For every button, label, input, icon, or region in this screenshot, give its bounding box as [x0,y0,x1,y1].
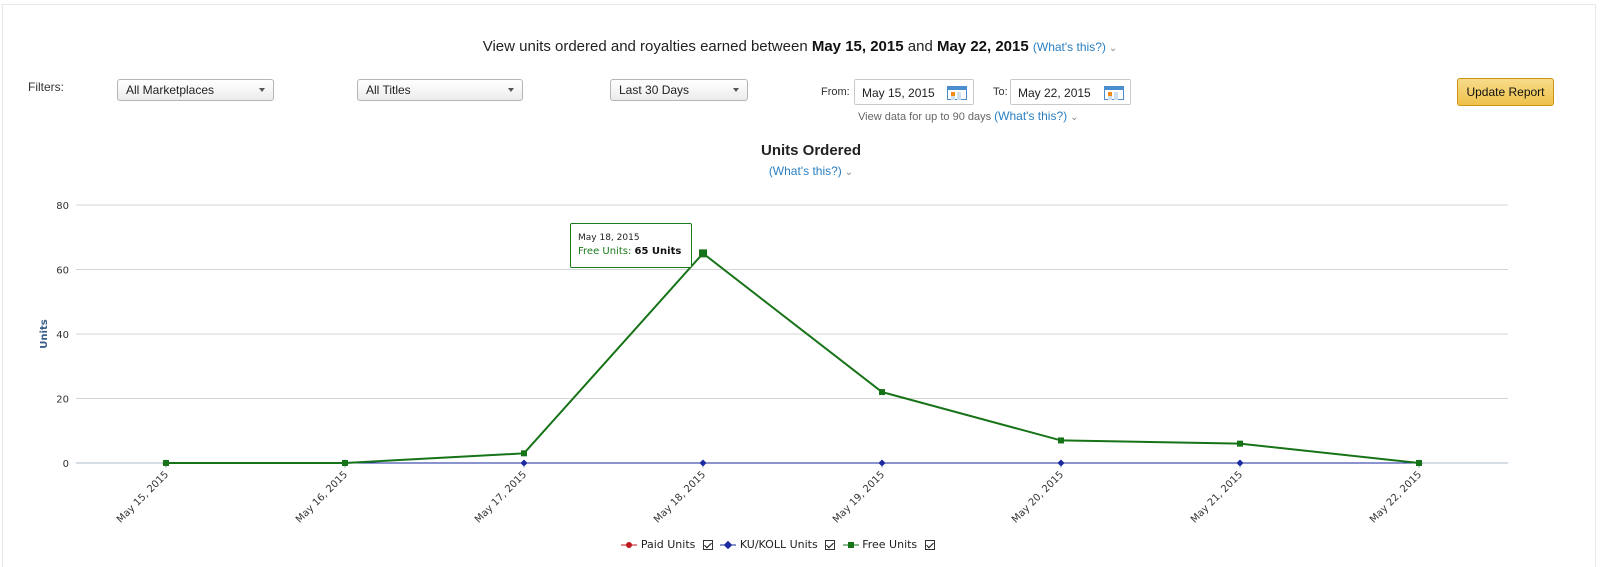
paid-units-checkbox[interactable] [702,539,713,550]
hint-whats-this-link[interactable]: (What's this?) [994,109,1068,123]
headline-text: View units ordered and royalties earned … [482,38,808,55]
data-point [520,459,528,467]
from-date-value: May 15, 2015 [862,86,935,100]
data-point [699,249,707,258]
headline-and: and [907,38,933,55]
x-tick-label: May 22, 2015 [1368,469,1424,525]
dropdown-arrow-icon [508,88,514,92]
date-range-select[interactable]: Last 30 Days [610,79,748,101]
tooltip-date: May 18, 2015 [578,233,640,243]
report-panel [2,4,1596,567]
chart-help: (What's this?) ⌄ [0,162,1600,180]
chart-whats-this-link[interactable]: (What's this?) [768,164,842,178]
from-date-input[interactable]: May 15, 2015 [854,79,974,105]
chart-title: Units Ordered [760,142,862,159]
x-tick-label: May 20, 2015 [1010,469,1066,525]
legend-item-free-units[interactable]: Free Units [842,537,935,551]
legend-line-free-icon [842,541,859,548]
y-tick-label: 0 [63,459,69,470]
tooltip-label: Free Units: [578,246,632,257]
filters-label: Filters: [28,80,64,94]
data-point [163,460,169,466]
data-point [699,459,707,467]
chart-legend: Paid Units KU/KOLL Units Free Units [0,537,1556,551]
legend-line-paid-icon [621,541,638,548]
titles-select[interactable]: All Titles [357,79,523,101]
update-report-button[interactable]: Update Report [1457,78,1554,106]
y-tick-label: 60 [56,266,69,277]
hint-text: View data for up to 90 days [858,111,992,123]
dropdown-arrow-icon [733,88,739,92]
data-point [879,389,885,396]
to-date-input[interactable]: May 22, 2015 [1010,79,1131,105]
data-point [1416,460,1422,466]
free-units-checkbox[interactable] [924,539,935,550]
chart-tooltip: May 18, 2015 Free Units: 65 Units [570,223,692,268]
date-range-hint: View data for up to 90 days (What's this… [858,109,1079,123]
data-point [1058,437,1064,444]
tooltip-value: 65 Units [634,246,682,257]
calendar-icon[interactable] [947,86,967,100]
x-tick-label: May 19, 2015 [831,469,887,525]
dropdown-arrow-icon [259,88,265,92]
date-range-select-value: Last 30 Days [619,83,690,97]
x-tick-label: May 17, 2015 [473,469,529,525]
headline-end-date: May 22, 2015 [936,38,1029,55]
legend-label-paid: Paid Units [640,537,696,551]
series-line-free-units [166,252,1420,464]
legend-label-free: Free Units [862,537,918,551]
y-tick-label: 80 [56,201,69,212]
legend-item-ku-koll-units[interactable]: KU/KOLL Units [720,537,836,551]
x-tick-label: May 18, 2015 [652,469,708,525]
data-point [878,459,886,467]
from-label: From: [821,86,850,98]
to-date-value: May 22, 2015 [1018,86,1091,100]
data-point [1236,459,1244,467]
legend-label-ku-koll: KU/KOLL Units [739,537,818,551]
marketplace-select-value: All Marketplaces [126,83,215,97]
ku-koll-units-checkbox[interactable] [825,539,836,550]
whats-this-link[interactable]: (What's this?) [1032,40,1106,54]
y-tick-label: 20 [56,395,69,406]
marketplace-select[interactable]: All Marketplaces [117,79,274,101]
data-point [521,450,527,457]
headline-start-date: May 15, 2015 [811,38,904,55]
x-tick-label: May 21, 2015 [1189,469,1245,525]
chevron-down-icon[interactable]: ⌄ [1108,43,1118,54]
y-tick-label: 40 [56,330,69,341]
tooltip-row: Free Units: 65 Units [578,246,691,257]
to-label: To: [993,86,1008,98]
report-headline: View units ordered and royalties earned … [0,38,1600,55]
y-axis-label: Units [39,319,50,348]
legend-item-paid-units[interactable]: Paid Units [621,538,713,551]
legend-line-ku-icon [720,540,737,549]
data-point [1057,459,1065,467]
titles-select-value: All Titles [366,83,411,97]
x-tick-label: May 16, 2015 [294,469,350,525]
calendar-icon[interactable] [1104,86,1124,100]
data-point [1237,440,1243,447]
chevron-down-icon[interactable]: ⌄ [1070,112,1079,123]
data-point [342,460,348,466]
chevron-down-icon[interactable]: ⌄ [844,167,854,178]
x-tick-label: May 15, 2015 [115,469,171,525]
